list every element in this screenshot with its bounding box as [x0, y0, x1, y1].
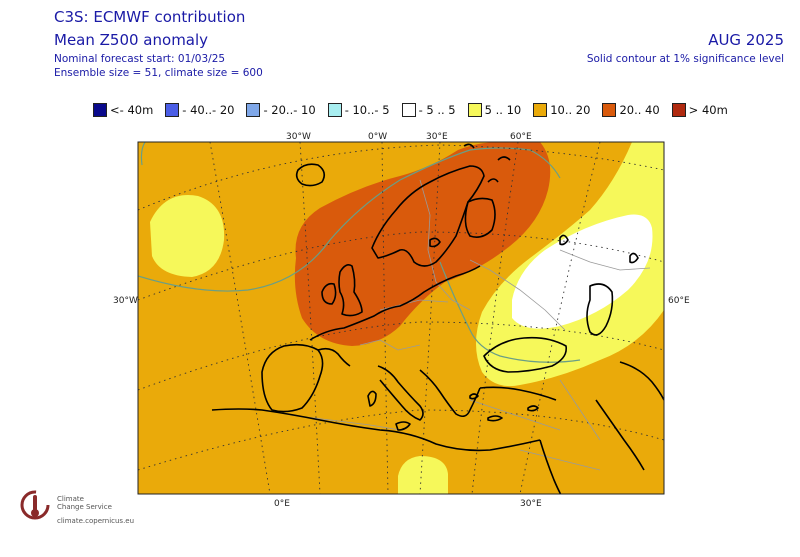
legend-swatch — [165, 103, 180, 117]
significance-contour — [140, 142, 146, 166]
legend-swatch — [602, 103, 617, 117]
variable-title: Mean Z500 anomaly — [54, 31, 209, 49]
legend-item: <- 40m — [93, 103, 153, 117]
graticule — [138, 142, 664, 494]
lon-label: 0°W — [368, 132, 387, 142]
legend-item: 10.. 20 — [533, 103, 590, 117]
legend-item: - 10..- 5 — [327, 103, 390, 117]
legend-item: - 20..- 10 — [246, 103, 316, 117]
lon-label: 30°W — [286, 132, 311, 142]
legend-label: > 40m — [688, 103, 728, 117]
logo-name-line2: Change Service — [57, 503, 112, 511]
legend-label: - 40..- 20 — [182, 103, 235, 117]
legend-swatch — [93, 103, 107, 117]
legend-item: - 5 .. 5 — [401, 103, 456, 117]
legend-swatch — [246, 103, 261, 117]
significance-contour — [439, 261, 581, 363]
legend-item: > 40m — [671, 103, 728, 117]
legend-label: 10.. 20 — [550, 103, 591, 117]
legend-swatch — [467, 103, 482, 117]
legend-swatch — [671, 103, 686, 117]
color-legend: <- 40m - 40..- 20 - 20..- 10 - 10..- 5 -… — [93, 102, 740, 118]
product-title: C3S: ECMWF contribution — [54, 8, 246, 26]
lon-label: 30°E — [426, 132, 448, 142]
lon-label-bottom: 0°E — [274, 499, 290, 509]
copernicus-logo: Climate Change Service climate.copernicu… — [20, 488, 170, 528]
legend-label: - 20..- 10 — [263, 103, 316, 117]
anomaly-neutral-region — [512, 214, 653, 329]
lon-label: 60°E — [510, 132, 532, 142]
legend-swatch — [533, 103, 548, 117]
anomaly-5-10-west-blob — [150, 195, 225, 277]
lon-label-right: 60°E — [668, 296, 690, 306]
legend-swatch — [401, 103, 416, 117]
thermometer-logo-icon — [20, 490, 50, 520]
legend-label: 5 .. 10 — [484, 103, 522, 117]
anomaly-20-40-region — [294, 142, 551, 346]
ensemble-size: Ensemble size = 51, climate size = 600 — [54, 67, 263, 79]
legend-item: - 40..- 20 — [165, 103, 234, 117]
anomaly-5-10-south-blob — [398, 456, 448, 494]
significance-note: Solid contour at 1% significance level — [586, 53, 784, 65]
logo-url: climate.copernicus.eu — [57, 517, 135, 525]
map-frame — [137, 141, 665, 495]
valid-month: AUG 2025 — [708, 31, 784, 49]
legend-label: - 5 .. 5 — [418, 103, 456, 117]
lon-label-bottom: 30°E — [520, 499, 542, 509]
legend-label: - 10..- 5 — [344, 103, 390, 117]
lat-label: 30°W — [113, 296, 138, 306]
legend-item: 20.. 40 — [602, 103, 660, 117]
legend-label: 20.. 40 — [619, 103, 660, 117]
logo-name-line1: Climate — [57, 495, 84, 503]
coastlines — [211, 143, 664, 494]
legend-label: <- 40m — [110, 103, 154, 117]
legend-swatch — [327, 103, 342, 117]
forecast-start: Nominal forecast start: 01/03/25 — [54, 53, 226, 65]
legend-item: 5 .. 10 — [467, 103, 522, 117]
